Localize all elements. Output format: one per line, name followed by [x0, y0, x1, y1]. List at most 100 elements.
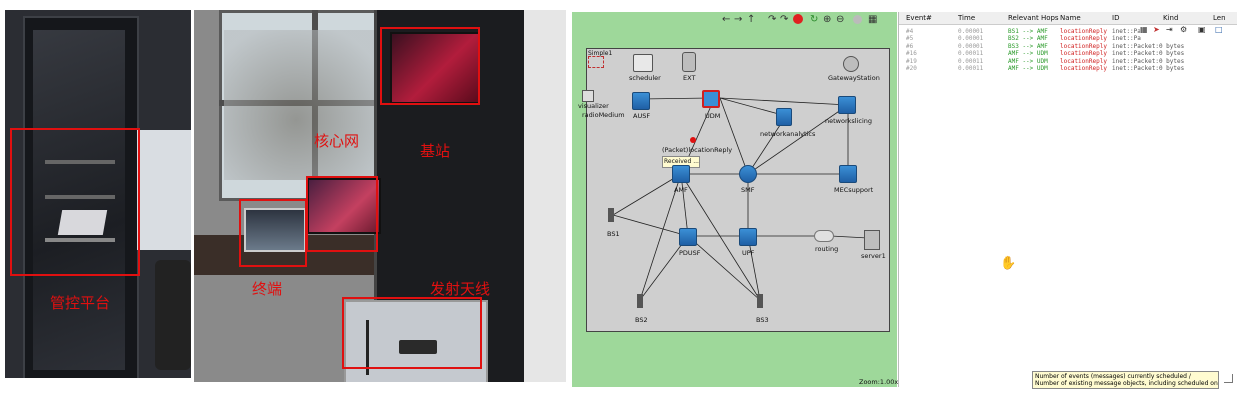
routing-node-icon[interactable] [814, 230, 834, 242]
filter-icon[interactable]: ▦ [1140, 25, 1148, 34]
base-station-label: 基站 [420, 142, 451, 160]
zoom-out-icon[interactable]: ⊖ [836, 14, 845, 25]
log-toolbar: ▦ ➤ ⇥ ⚙ ▣ □ [1140, 25, 1235, 36]
rack-shelf [45, 238, 115, 242]
mec-node-icon[interactable] [839, 165, 857, 183]
log-cell-time[interactable]: 0.00001 [958, 42, 984, 50]
log-cell-name[interactable]: locationReply [1060, 28, 1107, 35]
terminal-label: 终端 [252, 280, 283, 298]
gateway-node-icon[interactable] [843, 56, 859, 72]
mec-label: MECsupport [834, 186, 874, 194]
base-station-highlight [380, 27, 480, 105]
log-cell-event[interactable]: #4 [906, 28, 914, 35]
pin-icon[interactable]: ➤ [1153, 25, 1160, 34]
layout-icon[interactable]: ▦ [868, 14, 878, 25]
col-id[interactable]: ID [1112, 14, 1120, 22]
resize-corner-icon[interactable] [1224, 374, 1233, 383]
log-cell-event[interactable]: #19 [906, 57, 917, 65]
terminal-highlight [239, 199, 307, 267]
log-cell-name[interactable]: locationReply [1060, 35, 1107, 43]
panel-icon[interactable]: ▣ [1198, 25, 1206, 34]
log-cell-hops[interactable]: BS2 --> AMF [1008, 35, 1048, 43]
bs1-antenna-icon[interactable] [608, 208, 614, 222]
log-cell-event[interactable]: #5 [906, 35, 914, 43]
message-label: (Packet)locationReply [662, 146, 733, 154]
run-icon[interactable]: ↷ [780, 14, 789, 25]
log-cell-time[interactable]: 0.00001 [958, 28, 984, 35]
smf-node-icon[interactable] [739, 165, 757, 183]
log-cell-hops[interactable]: AMF --> UDM [1008, 50, 1048, 58]
log-cell-id[interactable]: inet::Packet:0 bytes [1112, 42, 1185, 50]
netanalytics-node-icon[interactable] [776, 108, 792, 126]
scheduler-node-icon[interactable] [633, 54, 653, 72]
amf-node-icon[interactable] [672, 165, 690, 183]
core-network-label: 核心网 [314, 132, 360, 150]
log-cell-name[interactable]: locationReply [1060, 57, 1107, 65]
log-cell-id[interactable]: inet::Packet:0 bytes [1112, 57, 1185, 65]
message-dot [690, 137, 696, 143]
log-cell-id[interactable]: inet::Packet:0 bytes [1112, 65, 1185, 72]
canvas-title-marker [588, 56, 604, 68]
visualizer-node-icon[interactable] [582, 90, 594, 102]
server-node-icon[interactable] [864, 230, 880, 250]
server-label: server1 [861, 252, 886, 260]
back-arrow-icon[interactable]: ← [722, 14, 731, 25]
bs2-antenna-icon[interactable] [637, 294, 643, 308]
pdusf-node-icon[interactable] [679, 228, 697, 246]
log-cell-event[interactable]: #16 [906, 50, 917, 58]
zoom-in-icon[interactable]: ⊕ [823, 14, 832, 25]
col-event[interactable]: Event# [906, 14, 932, 22]
rack-glass-door [33, 30, 125, 370]
log-cell-id[interactable]: inet::Packet:0 bytes [1112, 50, 1185, 58]
radio-transmitter [399, 340, 437, 354]
routing-label: routing [815, 245, 839, 253]
canvas-title: Simple1 [588, 50, 613, 57]
log-cell-hops[interactable]: BS1 --> AMF [1008, 28, 1048, 35]
forward-arrow-icon[interactable]: → [734, 14, 743, 25]
status-tooltip-line1: Number of events (messages) currently sc… [1035, 373, 1191, 380]
log-cell-time[interactable]: 0.00011 [958, 57, 984, 65]
log-cell-name[interactable]: locationReply [1060, 50, 1107, 58]
gear-icon[interactable]: ⚙ [1180, 25, 1188, 34]
bs3-antenna-icon[interactable] [757, 294, 763, 308]
bs3-label: BS3 [756, 316, 769, 324]
log-cell-name[interactable]: locationReply [1060, 65, 1107, 72]
rack-shelf [45, 195, 115, 199]
bs2-label: BS2 [635, 316, 648, 324]
log-cell-hops[interactable]: BS3 --> AMF [1008, 42, 1048, 50]
log-cell-time[interactable]: 0.00001 [958, 35, 984, 43]
log-cell-name[interactable]: locationReply [1060, 42, 1107, 50]
log-cell-hops[interactable]: AMF --> UDM [1008, 65, 1048, 72]
core-network-highlight [306, 176, 378, 252]
col-kind[interactable]: Kind [1163, 14, 1179, 22]
record-icon[interactable] [853, 15, 862, 24]
step-icon[interactable]: ↷ [768, 14, 777, 25]
event-log-header [899, 12, 1237, 25]
control-platform-photo [5, 10, 191, 378]
log-cell-event[interactable]: #6 [906, 42, 914, 50]
amf-label: AMF [674, 186, 688, 194]
col-hops[interactable]: Relevant Hops [1008, 14, 1059, 22]
col-len[interactable]: Len [1213, 14, 1226, 22]
ext-node-icon[interactable] [682, 52, 696, 72]
log-cell-time[interactable]: 0.00011 [958, 65, 984, 72]
ausf-node-icon[interactable] [632, 92, 650, 110]
log-cell-hops[interactable]: AMF --> UDM [1008, 57, 1048, 65]
control-platform-label: 管控平台 [50, 294, 111, 312]
upf-node-icon[interactable] [739, 228, 757, 246]
netslicing-node-icon[interactable] [838, 96, 856, 114]
udm-label: UDM [705, 112, 721, 120]
col-time[interactable]: Time [958, 14, 976, 22]
core-network-monitor [307, 178, 381, 234]
up-arrow-icon[interactable]: ↑ [747, 14, 756, 25]
stop-icon[interactable] [793, 14, 803, 24]
window-icon[interactable]: □ [1215, 25, 1223, 34]
udm-node-icon[interactable] [702, 90, 720, 108]
refresh-icon[interactable]: ↻ [810, 14, 819, 25]
log-cell-time[interactable]: 0.00011 [958, 50, 984, 58]
log-cell-id[interactable]: inet::Pa [1112, 35, 1141, 43]
col-name[interactable]: Name [1060, 14, 1081, 22]
log-cell-id[interactable]: inet::Pa [1112, 28, 1141, 35]
log-cell-event[interactable]: #20 [906, 65, 917, 72]
export-icon[interactable]: ⇥ [1166, 25, 1173, 34]
